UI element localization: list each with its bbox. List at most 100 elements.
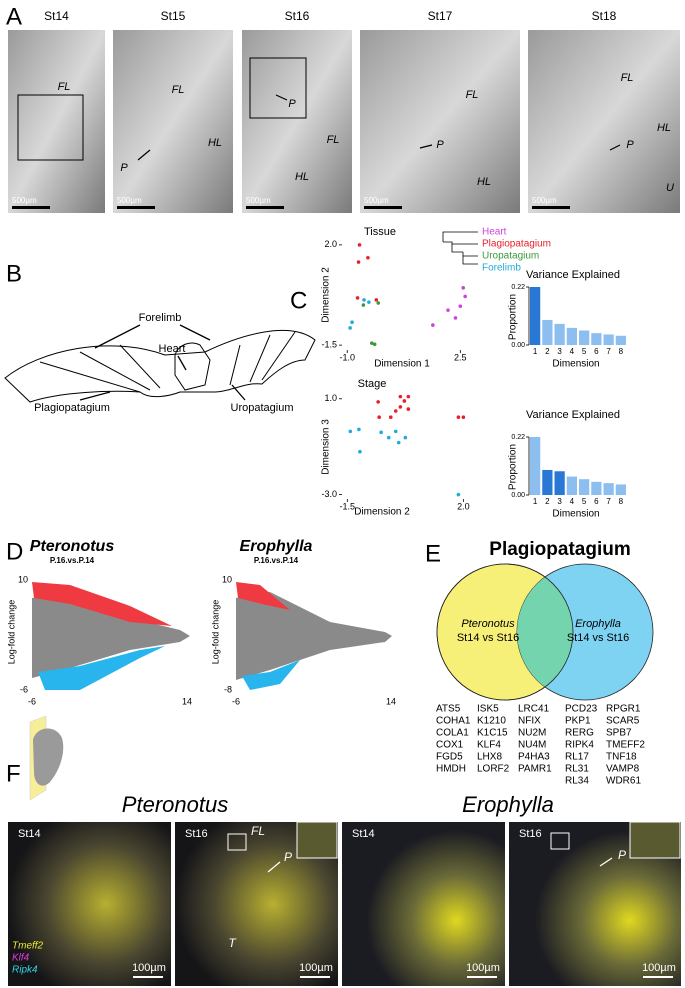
gene-name: NFIX — [518, 716, 541, 727]
y-tick-label: 2.0 — [324, 239, 337, 249]
scale-bar-label: 500µm — [12, 196, 37, 205]
gene-name: VAMP8 — [606, 764, 640, 775]
image-label: FL — [327, 134, 340, 146]
x-tick-label: 3 — [557, 497, 562, 506]
gene-name: ATS5 — [436, 704, 461, 715]
anatomy-label: Plagiopatagium — [34, 402, 110, 414]
x-tick-label: 1 — [533, 347, 538, 356]
scatter-point — [406, 407, 411, 411]
legend-entry: Uropatagium — [482, 251, 539, 262]
scatter-point — [461, 415, 466, 420]
bar — [542, 319, 553, 345]
gene-name: COX1 — [436, 740, 464, 751]
dendrogram — [442, 231, 478, 265]
scatter-point — [431, 323, 435, 327]
x-tick-label: 2 — [545, 497, 550, 506]
image-label: P — [120, 162, 128, 174]
bar — [579, 330, 590, 345]
gene-name: TNF18 — [606, 752, 637, 763]
stage-label: St14 — [18, 828, 41, 840]
gene-name: FGD5 — [436, 752, 463, 763]
scale-bar-label: 100µm — [642, 962, 676, 974]
gene-name: NU2M — [518, 728, 546, 739]
x-axis-label: Dimension 1 — [374, 359, 430, 370]
y-axis-label: Dimension 3 — [321, 419, 332, 475]
x-tick-label: 1 — [533, 497, 538, 506]
gene-name: HMDH — [436, 764, 466, 775]
scatter-point — [388, 415, 393, 420]
inset — [629, 821, 681, 859]
x-tick-label: 2.0 — [457, 501, 470, 511]
stage-title: St15 — [161, 9, 186, 23]
scatter-point — [398, 394, 403, 399]
legend-entry: Forelimb — [482, 263, 521, 274]
image-label: HL — [208, 137, 222, 149]
gene-name: COLA1 — [436, 728, 469, 739]
y-axis-label: Proportion — [508, 444, 519, 490]
bar — [530, 437, 541, 495]
image-label: P — [436, 139, 444, 151]
scatter-point — [362, 298, 366, 302]
x-tick-label: 14 — [386, 696, 396, 706]
bat-outline — [174, 342, 211, 391]
image-label: U — [666, 182, 674, 194]
scatter-point — [376, 301, 381, 305]
scatter-point — [402, 399, 407, 403]
x-tick-label: 3 — [557, 347, 562, 356]
scale-bar — [300, 976, 330, 978]
image-label: HL — [477, 176, 491, 188]
arrow — [94, 324, 141, 349]
scale-bar — [117, 206, 155, 209]
image-label: P — [284, 850, 292, 864]
y-tick-label: 10 — [18, 574, 28, 584]
scatter-point — [361, 303, 366, 307]
x-tick-label: 8 — [619, 497, 624, 506]
x-axis-label: Dimension — [552, 359, 599, 370]
chart-title: Tissue — [364, 226, 396, 238]
stage-label: St14 — [352, 828, 375, 840]
inset-box — [249, 57, 307, 119]
image-label: HL — [295, 171, 309, 183]
x-tick-label: 5 — [582, 497, 587, 506]
ma-cloud-up — [32, 582, 172, 626]
gene-name: COHA1 — [436, 716, 471, 727]
scatter-point — [458, 304, 463, 308]
arrow — [599, 857, 613, 867]
stage-title: St17 — [428, 9, 453, 23]
scatter-point — [396, 440, 401, 445]
scale-bar — [643, 976, 673, 978]
gene-name: PCD23 — [565, 704, 598, 715]
image-label: FL — [621, 72, 634, 84]
x-tick-label: -1.0 — [339, 352, 355, 362]
inset-box — [17, 94, 84, 161]
stain-legend: Ripk4 — [12, 965, 38, 976]
arrow — [231, 384, 246, 401]
y-axis-label: Proportion — [508, 294, 519, 340]
anatomy-label: Heart — [159, 343, 186, 355]
ma-cloud-down — [38, 646, 165, 690]
scatter-point — [446, 308, 450, 312]
x-tick-label: -6 — [232, 696, 240, 706]
x-tick-label: -1.5 — [340, 501, 356, 511]
scatter-point — [393, 409, 398, 413]
x-tick-label: -6 — [28, 696, 36, 706]
bar — [542, 469, 553, 495]
scatter-point — [348, 326, 352, 330]
plot-subtitle: P.16.vs.P.14 — [50, 556, 95, 565]
bar — [579, 479, 590, 495]
arrow — [179, 324, 211, 341]
venn-label: Pteronotus — [461, 618, 515, 630]
stage-label: St16 — [519, 828, 542, 840]
image-label: FL — [251, 824, 265, 838]
inset — [296, 821, 338, 859]
gene-name: RL17 — [565, 752, 589, 763]
image-label: P — [618, 848, 626, 862]
x-tick-label: 8 — [619, 347, 624, 356]
chart-title: Stage — [358, 378, 387, 390]
x-tick-label: 7 — [606, 347, 611, 356]
gene-name: LHX8 — [477, 752, 502, 763]
image-label: FL — [466, 89, 479, 101]
image-label: P — [626, 139, 634, 151]
gene-name: KLF4 — [477, 740, 501, 751]
